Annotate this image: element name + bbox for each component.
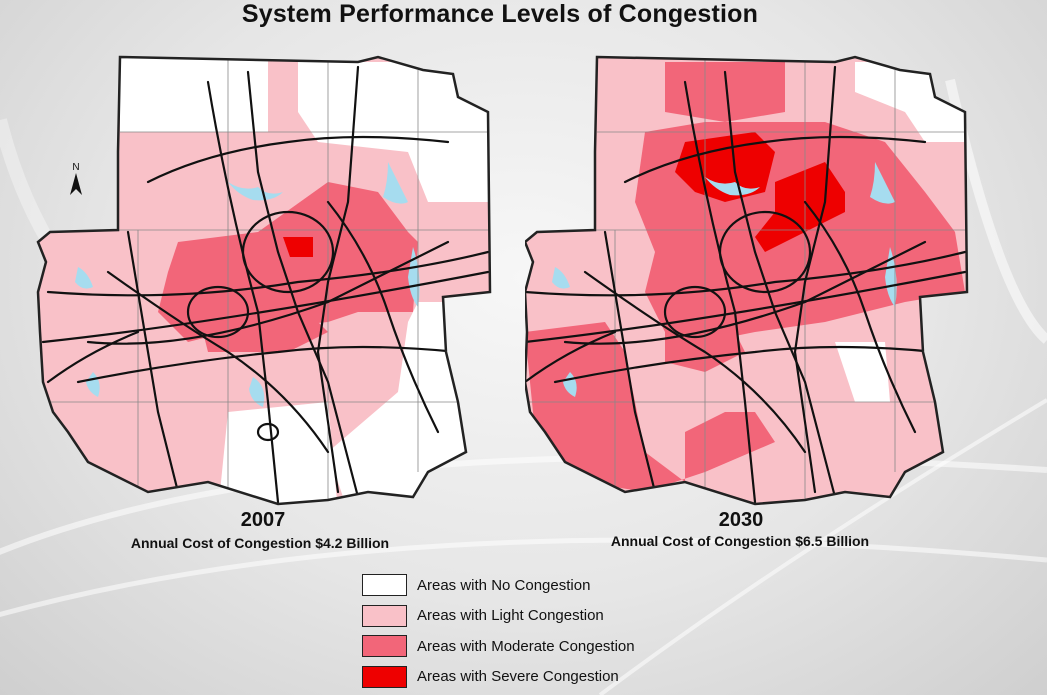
north-arrow-icon (70, 173, 82, 195)
legend-item-severe: Areas with Severe Congestion (362, 662, 635, 693)
legend-swatch (362, 574, 407, 597)
north-label: N (72, 162, 80, 173)
map-cost-2007: Annual Cost of Congestion $4.2 Billion (130, 535, 390, 551)
legend-swatch (362, 665, 407, 688)
legend-item-moderate: Areas with Moderate Congestion (362, 631, 635, 662)
map-year-2030: 2030 (718, 509, 764, 531)
north-arrow: N (66, 162, 86, 200)
map-2007 (36, 55, 492, 506)
map-cost-2030: Annual Cost of Congestion $6.5 Billion (610, 533, 870, 549)
legend-label: Areas with Light Congestion (417, 607, 604, 625)
legend-label: Areas with Moderate Congestion (417, 637, 635, 655)
legend-item-light: Areas with Light Congestion (362, 601, 635, 632)
page-title: System Performance Levels of Congestion (241, 0, 759, 28)
legend-swatch (362, 635, 407, 658)
map-year-2007: 2007 (240, 509, 286, 531)
legend: Areas with No Congestion Areas with Ligh… (362, 570, 635, 692)
legend-label: Areas with Severe Congestion (417, 668, 619, 686)
legend-item-none: Areas with No Congestion (362, 570, 635, 601)
legend-swatch (362, 604, 407, 627)
map-2030 (525, 55, 969, 506)
legend-label: Areas with No Congestion (417, 576, 591, 594)
